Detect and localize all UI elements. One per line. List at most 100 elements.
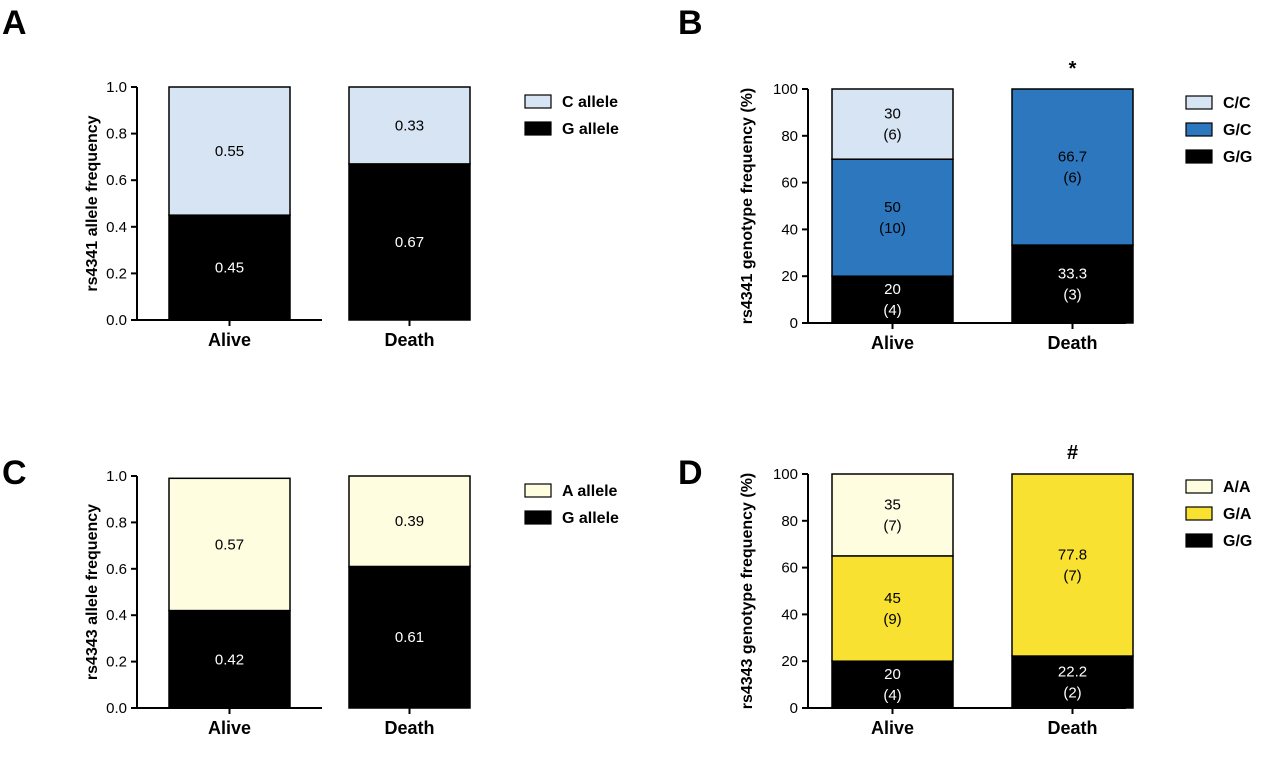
y-axis-title: rs4343 genotype frequency (%): [739, 473, 756, 710]
legend-swatch: [524, 94, 552, 109]
data-label: 30: [884, 106, 901, 123]
panel-letter: D: [678, 454, 703, 492]
bar-segment-death-g-g: [1011, 244, 1134, 324]
legend-swatch: [1185, 122, 1213, 137]
bar-segment-death-g-a: [1011, 473, 1134, 657]
y-tick-label: 0.2: [106, 654, 127, 671]
bar-segment-alive-g-a: [831, 555, 954, 662]
data-label: 0.33: [395, 117, 424, 134]
data-label: 22.2: [1058, 664, 1087, 681]
y-axis-title: rs4341 allele frequency: [84, 115, 101, 291]
significance-marker: #: [1067, 442, 1078, 464]
y-tick-label: 0.8: [106, 126, 127, 143]
data-label: 33.3: [1058, 266, 1087, 283]
bar-segment-death-g-g: [1011, 655, 1134, 709]
data-label: 20: [884, 281, 901, 298]
data-label: 0.55: [215, 143, 244, 160]
bar-segment-death-g-c: [1011, 88, 1134, 246]
bar-segment-death-c-allele: [348, 86, 471, 165]
panel-letter: C: [2, 454, 27, 492]
x-tick-label: Death: [384, 718, 434, 738]
y-tick-label: 1.0: [106, 468, 127, 485]
legend-label: G/C: [1223, 122, 1252, 139]
x-tick-label: Alive: [871, 718, 914, 738]
y-tick-label: 0: [790, 700, 798, 717]
data-label: 0.67: [395, 234, 424, 251]
bar-segment-alive-a-allele: [168, 477, 291, 612]
x-tick-label: Alive: [208, 330, 251, 350]
bar-segment-death-a-allele: [348, 475, 471, 568]
data-label: (3): [1063, 287, 1081, 304]
y-tick-label: 0.0: [106, 700, 127, 717]
legend-label: A allele: [562, 483, 618, 500]
bar-segment-alive-g-allele: [168, 214, 291, 321]
data-label: (4): [883, 302, 901, 319]
data-label: 0.61: [395, 629, 424, 646]
x-tick-label: Alive: [871, 333, 914, 353]
legend-label: G/A: [1223, 506, 1252, 523]
data-label: 0.57: [215, 536, 244, 553]
y-tick-label: 0.4: [106, 607, 127, 624]
bar-segment-alive-a-a: [831, 473, 954, 557]
legend-swatch: [1185, 533, 1213, 548]
y-tick-label: 20: [781, 268, 798, 285]
data-label: (6): [1063, 170, 1081, 187]
legend-label: A/A: [1223, 479, 1251, 496]
data-label: (6): [883, 127, 901, 144]
y-tick-label: 0.6: [106, 561, 127, 578]
data-label: 0.39: [395, 513, 424, 530]
bar-segment-alive-g-g: [831, 660, 954, 709]
y-tick-label: 0: [790, 315, 798, 332]
y-axis-title: rs4341 genotype frequency (%): [739, 88, 756, 325]
significance-marker: *: [1069, 58, 1077, 80]
legend-swatch: [524, 510, 552, 525]
y-tick-label: 1.0: [106, 79, 127, 96]
y-tick-label: 0.6: [106, 172, 127, 189]
panel-letter: B: [678, 4, 703, 42]
legend-swatch: [1185, 95, 1213, 110]
panel-letter: A: [2, 4, 27, 42]
y-axis-title: rs4343 allele frequency: [84, 504, 101, 680]
x-tick-label: Death: [1047, 333, 1097, 353]
y-tick-label: 40: [781, 221, 798, 238]
data-label: 50: [884, 199, 901, 216]
y-tick-label: 0.2: [106, 265, 127, 282]
bar-segment-alive-g-g: [831, 275, 954, 324]
y-tick-label: 100: [773, 466, 798, 483]
y-tick-label: 20: [781, 653, 798, 670]
data-label: (10): [879, 220, 906, 237]
data-label: 66.7: [1058, 149, 1087, 166]
legend-label: G/G: [1223, 533, 1252, 550]
data-label: (9): [883, 611, 901, 628]
y-tick-label: 0.4: [106, 219, 127, 236]
legend-label: C/C: [1223, 95, 1251, 112]
data-label: 0.42: [215, 651, 244, 668]
data-label: 45: [884, 590, 901, 607]
y-tick-label: 0.0: [106, 312, 127, 329]
y-tick-label: 80: [781, 128, 798, 145]
bar-segment-alive-g-c: [831, 158, 954, 277]
x-tick-label: Death: [384, 330, 434, 350]
x-tick-label: Death: [1047, 718, 1097, 738]
legend-swatch: [524, 483, 552, 498]
legend-swatch: [1185, 149, 1213, 164]
y-tick-label: 100: [773, 81, 798, 98]
bar-segment-death-g-allele: [348, 565, 471, 709]
y-tick-label: 60: [781, 175, 798, 192]
y-tick-label: 60: [781, 560, 798, 577]
legend-swatch: [524, 121, 552, 136]
y-tick-label: 40: [781, 606, 798, 623]
legend-swatch: [1185, 479, 1213, 494]
legend-label: G allele: [562, 121, 619, 138]
y-tick-label: 80: [781, 513, 798, 530]
legend-swatch: [1185, 506, 1213, 521]
legend-label: G allele: [562, 510, 619, 527]
bar-segment-alive-c-c: [831, 88, 954, 160]
data-label: 20: [884, 666, 901, 683]
legend-label: G/G: [1223, 149, 1252, 166]
data-label: 77.8: [1058, 547, 1087, 564]
x-tick-label: Alive: [208, 718, 251, 738]
